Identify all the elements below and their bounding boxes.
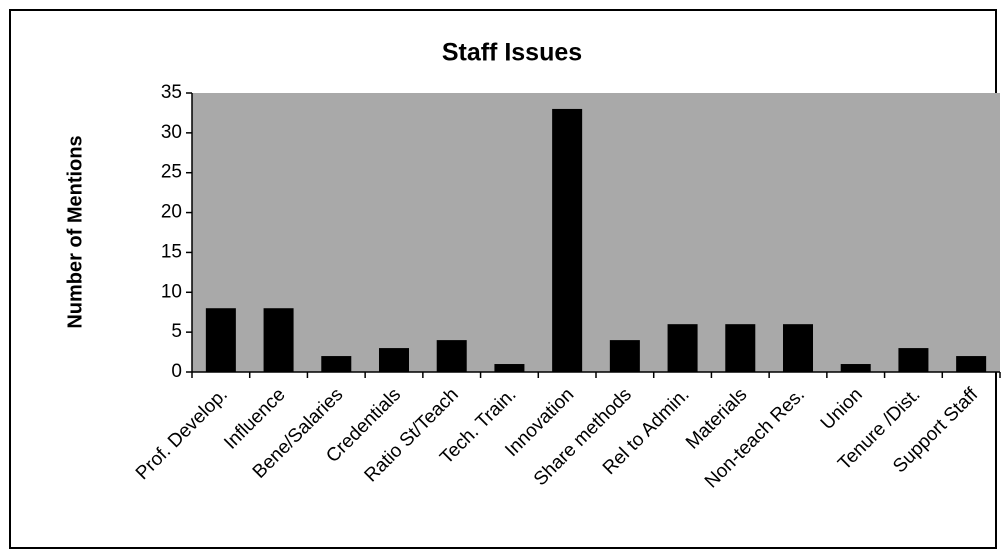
- y-tick-label: 0: [171, 361, 182, 382]
- y-axis-label: Number of Mentions: [64, 135, 86, 328]
- y-tick-label: 20: [161, 202, 182, 223]
- bar: [725, 324, 756, 372]
- y-tick-label: 10: [161, 281, 182, 302]
- bar: [205, 308, 236, 372]
- bar: [667, 324, 698, 372]
- chart-title: Staff Issues: [442, 39, 582, 67]
- bar: [263, 308, 294, 372]
- bar: [609, 340, 640, 372]
- y-tick-label: 35: [161, 82, 182, 103]
- bar: [840, 364, 871, 372]
- bar: [321, 356, 352, 372]
- y-tick-label: 30: [161, 122, 182, 143]
- plot-area: [192, 93, 1000, 372]
- bar: [782, 324, 814, 372]
- bar: [956, 356, 987, 372]
- bar: [552, 108, 583, 372]
- bar: [494, 364, 525, 372]
- y-tick-label: 25: [161, 162, 182, 183]
- bar: [436, 340, 467, 372]
- y-tick-label: 5: [171, 321, 182, 342]
- bar: [898, 348, 929, 372]
- y-tick-label: 15: [161, 241, 182, 262]
- bar: [378, 348, 410, 372]
